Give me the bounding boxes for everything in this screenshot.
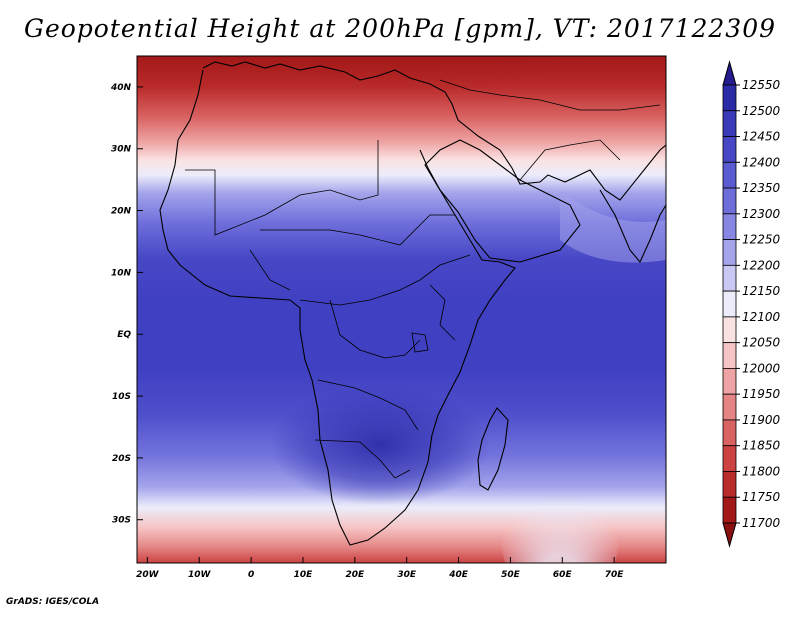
height-field xyxy=(137,56,666,563)
border-east-africa xyxy=(429,284,456,341)
colorbar-label: 12550 xyxy=(742,78,781,92)
colorbar-label: 11900 xyxy=(742,413,781,427)
map-frame xyxy=(136,55,667,564)
border-eurasia xyxy=(439,79,661,111)
grads-credit: GrADS: IGES/COLA xyxy=(6,597,100,607)
lon-tick-label: 50E xyxy=(501,570,521,580)
map-title: Geopotential Height at 200hPa [gpm], VT:… xyxy=(23,14,777,43)
country-borders xyxy=(185,79,661,479)
lon-tick-label: 20E xyxy=(345,570,365,580)
colorbar-swatch xyxy=(722,445,737,472)
colorbar-label: 12050 xyxy=(742,336,781,350)
colorbar-swatch xyxy=(722,471,737,498)
colorbar-label: 12300 xyxy=(742,207,781,221)
coastline-india xyxy=(599,189,666,264)
lat-tick-label: 20S xyxy=(112,454,131,464)
colorbar-swatch xyxy=(722,316,737,344)
colorbar-label: 11850 xyxy=(742,439,781,453)
colorbar-min-arrow xyxy=(722,522,737,548)
coastline-arabia xyxy=(424,139,581,263)
colorbar-swatch xyxy=(722,342,737,369)
colorbar-swatch xyxy=(722,290,737,318)
coastline-north xyxy=(202,61,666,201)
axis-ticks: 20W 10W 0 10E 20E 30E 40E 50E 60E 70E 40N 30N 20N 10N… xyxy=(110,83,624,580)
lat-tick-label: 30N xyxy=(111,145,132,155)
lon-tick-label: 20W xyxy=(136,570,160,580)
colorbar-swatch xyxy=(722,110,737,137)
colorbar-swatch xyxy=(722,136,737,163)
border-sahara xyxy=(185,140,379,236)
colorbar-swatch xyxy=(722,419,737,447)
lat-tick-label: EQ xyxy=(117,330,131,340)
lon-tick-label: 0 xyxy=(248,570,254,580)
lon-tick-label: 70E xyxy=(605,570,625,580)
colorbar-swatch xyxy=(722,161,737,189)
colorbar: 12550 12500 12450 12400 12350 12300 12250 12200… xyxy=(722,60,781,548)
lon-tick-label: 40E xyxy=(448,570,469,580)
colorbar-label: 12250 xyxy=(742,233,781,247)
colorbar-label: 12400 xyxy=(742,155,781,169)
ridge-south-indian-ocean xyxy=(500,450,620,563)
border-central xyxy=(299,254,471,306)
anticyclone-southern-africa xyxy=(270,385,490,505)
coastlines xyxy=(159,61,666,546)
colorbar-label: 11800 xyxy=(742,464,781,478)
colorbar-label: 11750 xyxy=(742,490,781,504)
lat-tick-label: 10S xyxy=(112,392,131,402)
colorbar-label: 12200 xyxy=(742,258,781,272)
lat-tick-label: 20N xyxy=(111,207,132,217)
low-heights-north xyxy=(137,56,666,150)
colorbar-label: 12500 xyxy=(742,104,781,118)
lat-tick-label: 10N xyxy=(111,268,132,278)
border-sahel xyxy=(260,214,455,246)
coastline-africa xyxy=(159,69,516,546)
colorbar-label: 12100 xyxy=(742,310,781,324)
lake-victoria xyxy=(411,332,429,353)
border-southern xyxy=(314,439,411,479)
border-congo xyxy=(329,299,421,359)
colorbar-swatch xyxy=(722,213,737,240)
colorbar-label: 11950 xyxy=(742,387,781,401)
colorbar-swatch xyxy=(722,239,737,266)
border-middle-east xyxy=(519,139,621,181)
colorbar-label: 12000 xyxy=(742,361,781,375)
lon-tick-label: 30E xyxy=(397,570,417,580)
colorbar-label: 12450 xyxy=(742,130,781,144)
border-west-africa xyxy=(249,249,291,291)
colorbar-swatch xyxy=(722,496,737,524)
colorbar-swatch xyxy=(722,84,737,112)
lon-tick-label: 10W xyxy=(188,570,212,580)
colorbar-label: 12150 xyxy=(742,284,781,298)
colorbar-label: 12350 xyxy=(742,181,781,195)
colorbar-swatch xyxy=(722,368,737,395)
coastline-madagascar xyxy=(477,407,509,491)
arabian-sea-band xyxy=(560,190,666,263)
colorbar-swatch xyxy=(722,187,737,215)
border-angola-zambia xyxy=(317,379,419,431)
lat-tick-label: 30S xyxy=(112,516,131,526)
lon-tick-label: 10E xyxy=(294,570,314,580)
colorbar-label: 11700 xyxy=(742,516,781,530)
colorbar-max-arrow xyxy=(722,60,737,86)
lon-tick-label: 60E xyxy=(553,570,573,580)
colorbar-swatch xyxy=(722,264,737,292)
colorbar-swatch xyxy=(722,393,737,421)
lat-tick-label: 40N xyxy=(110,83,132,93)
